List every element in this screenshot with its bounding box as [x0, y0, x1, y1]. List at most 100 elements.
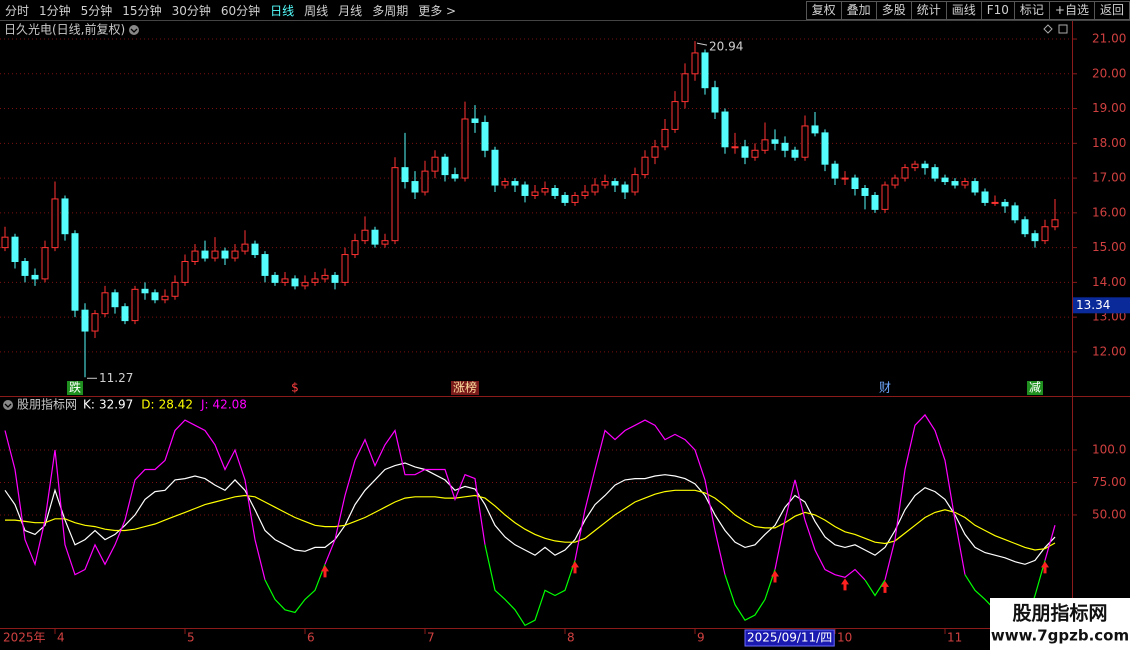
indicator-line — [324, 429, 486, 565]
event-label: 减 — [1029, 381, 1041, 395]
candle-body — [791, 149, 799, 158]
stock-title: 日久光电(日线,前复权) — [4, 22, 125, 37]
candle-body — [71, 233, 79, 311]
high-label: 20.94 — [709, 40, 743, 54]
toolbar: 分时 1分钟 5分钟 15分钟 30分钟 60分钟 日线 周线 月线 多周期 更多 > 复权 叠加 多股… — [0, 0, 1130, 20]
y-tick-label: 19.00 — [1092, 101, 1126, 115]
x-tick-label: 2025年 — [3, 631, 46, 645]
candle-body — [211, 250, 219, 259]
candle-body — [311, 278, 319, 283]
event-badge — [876, 381, 894, 395]
candle-body — [51, 198, 59, 249]
candle-body — [781, 142, 789, 151]
high-pointer — [696, 42, 708, 46]
candle-body — [921, 163, 929, 169]
legend-name: J: — [200, 398, 209, 412]
candle-body — [591, 184, 599, 193]
x-tick-label: 11 — [947, 631, 962, 645]
legend-value: 42.08 — [213, 398, 247, 412]
candle-body — [431, 156, 439, 172]
watermark-title: 股朋指标网 — [1012, 603, 1107, 625]
candle-body — [1, 236, 9, 249]
candle-body — [261, 254, 269, 276]
period-tab[interactable]: 1分钟 — [39, 3, 71, 18]
tool-button[interactable]: 标记 — [1013, 0, 1050, 20]
period-tab[interactable]: 月线 — [338, 3, 363, 18]
candle-body — [821, 132, 829, 165]
period-tab[interactable]: 60分钟 — [220, 3, 261, 18]
buy-signal — [841, 578, 849, 591]
indicator-line — [774, 479, 866, 581]
candle-body — [941, 177, 949, 183]
legend-name: K: — [83, 398, 95, 412]
period-tab[interactable]: 分时 — [5, 3, 30, 18]
x-tick-label: 10 — [837, 631, 852, 645]
tool-button[interactable]: 画线 — [945, 0, 982, 20]
candle-body — [601, 181, 609, 186]
tool-button[interactable]: 多股 — [875, 0, 912, 20]
indicator-line — [864, 579, 886, 597]
candle-body — [111, 292, 119, 308]
dropdown-arrow — [130, 28, 138, 33]
period-tab[interactable]: 多周期 — [372, 3, 409, 18]
candle-body — [701, 52, 709, 89]
candle-body — [541, 188, 549, 193]
candle-body — [971, 181, 979, 193]
tool-button[interactable]: F10 — [980, 0, 1015, 20]
candle-body — [401, 167, 409, 183]
y-tick-label: 18.00 — [1092, 136, 1126, 150]
candle-body — [961, 181, 969, 186]
cursor-date-box — [744, 629, 835, 647]
candle-body — [651, 146, 659, 158]
candle-body — [531, 191, 539, 196]
candle-body — [631, 174, 639, 193]
candle-body — [381, 240, 389, 245]
tool-button[interactable]: 统计 — [910, 0, 947, 20]
candle-body — [361, 229, 369, 242]
indicator-line — [1044, 525, 1056, 561]
candle-body — [331, 274, 339, 283]
candle-body — [751, 149, 759, 158]
tool-button[interactable]: 叠加 — [840, 0, 877, 20]
candle-body — [501, 181, 509, 186]
candle-body — [341, 254, 349, 283]
candle-body — [301, 281, 309, 287]
candle-body — [191, 250, 199, 263]
tool-button[interactable]: 复权 — [805, 0, 842, 20]
period-tab[interactable]: 周线 — [304, 3, 329, 18]
candle-body — [1051, 219, 1059, 228]
candle-body — [231, 250, 239, 259]
candle-body — [101, 292, 109, 315]
period-tab[interactable]: 更多 > — [418, 3, 457, 18]
candle-body — [881, 184, 889, 210]
candle-body — [121, 306, 129, 322]
tool-button[interactable]: +自选 — [1048, 0, 1095, 20]
x-tick-label: 5 — [187, 631, 195, 645]
candle-body — [561, 194, 569, 203]
candle-body — [891, 177, 899, 186]
event-label: $ — [291, 381, 299, 395]
y-tick-label: 12.00 — [1092, 344, 1126, 358]
candle-body — [281, 278, 289, 283]
candle-body — [661, 128, 669, 148]
buy-signal — [881, 580, 889, 593]
candle-body — [711, 87, 719, 113]
indicator-arrow — [4, 403, 12, 408]
candle-body — [141, 288, 149, 294]
candle-body — [31, 274, 39, 280]
legend-name: D: — [141, 398, 154, 412]
candle-body — [1001, 201, 1009, 207]
period-tab[interactable]: 日线 — [270, 3, 295, 18]
candle-body — [681, 73, 689, 103]
panel-icon — [1058, 24, 1068, 34]
period-tab[interactable]: 30分钟 — [171, 3, 211, 18]
candle-body — [1031, 233, 1039, 242]
candle-body — [901, 167, 909, 179]
event-label: 涨榜 — [453, 380, 477, 395]
tool-button[interactable]: 返回 — [1093, 0, 1130, 20]
period-tab[interactable]: 15分钟 — [122, 3, 162, 18]
indicator-title: 股朋指标网 — [17, 397, 77, 412]
period-tab[interactable]: 5分钟 — [80, 3, 113, 18]
candle-body — [41, 247, 49, 280]
